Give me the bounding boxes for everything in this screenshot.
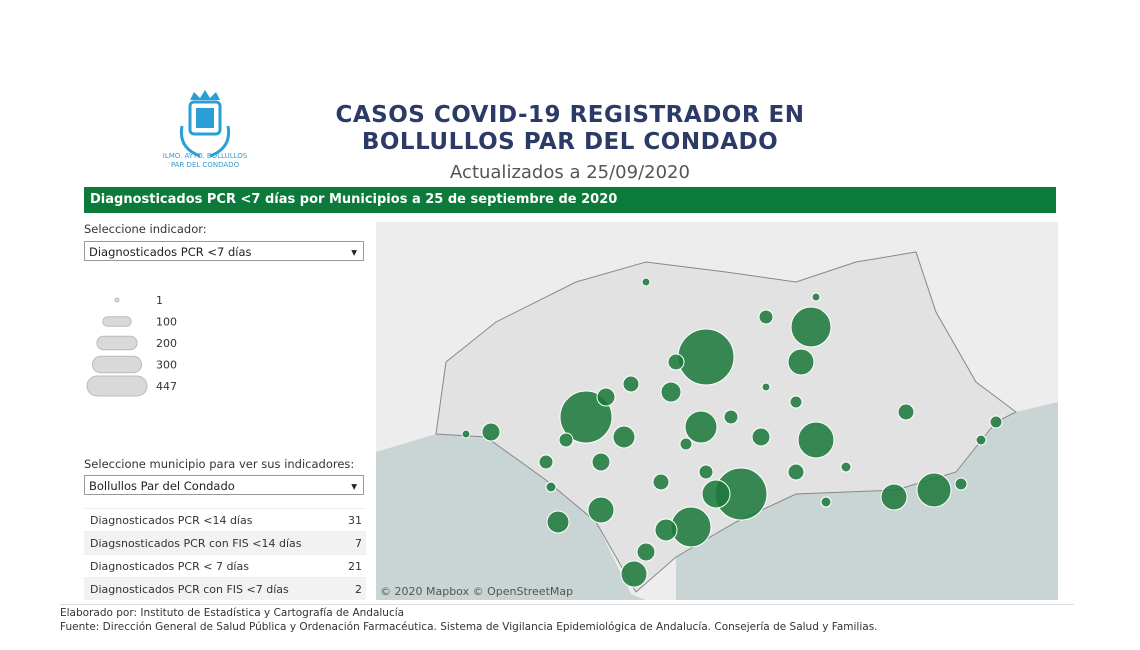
- title: BOLLULLOS PAR DEL CONDADO: [361, 129, 779, 155]
- map[interactable]: © 2020 Mapbox © OpenStreetMap: [376, 222, 1058, 600]
- logo-caption: PAR DEL CONDADO: [171, 161, 240, 169]
- indicator-value: 21: [348, 560, 362, 573]
- indicator-value: 31: [348, 514, 362, 527]
- municipality-dropdown[interactable]: Bollullos Par del Condado: [84, 475, 364, 496]
- map-attribution: © 2020 Mapbox © OpenStreetMap: [380, 585, 573, 598]
- legend-size: [114, 297, 120, 303]
- indicator-row: Diagsnosticados PCR con FIS <14 días 7: [84, 531, 366, 554]
- logo: ILMO. AYTO. BOLLULLOS PAR DEL CONDADO: [163, 90, 248, 169]
- footer-line: Elaborado por: Instituto de Estadística …: [60, 607, 405, 619]
- legend-size: [102, 316, 132, 327]
- indicator-row: Diagnosticados PCR <14 días 31: [84, 508, 366, 531]
- indicator-dropdown[interactable]: Diagnosticados PCR <7 días: [84, 241, 364, 262]
- indicator-name: Diagnosticados PCR < 7 días: [90, 560, 249, 573]
- legend-size: [96, 335, 138, 351]
- size-legend: 1 100 200 300 447: [86, 294, 177, 397]
- indicator-value: 2: [355, 583, 362, 596]
- legend-label: 300: [156, 359, 177, 372]
- legend-label: 200: [156, 337, 177, 350]
- legend-label: 100: [156, 316, 177, 329]
- footer-line: Fuente: Dirección General de Salud Públi…: [60, 621, 878, 633]
- indicator-row: Diagnosticados PCR con FIS <7 días 2: [84, 577, 366, 600]
- indicator-value: 7: [355, 537, 362, 550]
- legend-size: [91, 355, 143, 374]
- title: CASOS COVID-19 REGISTRADOR EN: [335, 102, 805, 128]
- selector-label: Seleccione municipio para ver sus indica…: [84, 457, 355, 471]
- selector-label: Seleccione indicador:: [84, 222, 207, 236]
- indicator-name: Diagnosticados PCR <14 días: [90, 514, 253, 527]
- subtitle: Actualizados a 25/09/2020: [450, 162, 690, 183]
- indicator-row: Diagnosticados PCR < 7 días 21: [84, 554, 366, 577]
- banner: Diagnosticados PCR <7 días por Municipio…: [84, 187, 1056, 213]
- legend-label: 447: [156, 380, 177, 393]
- logo-caption: ILMO. AYTO. BOLLULLOS: [163, 152, 248, 160]
- indicator-name: Diagsnosticados PCR con FIS <14 días: [90, 537, 302, 550]
- divider: [60, 604, 1074, 605]
- indicator-name: Diagnosticados PCR con FIS <7 días: [90, 583, 289, 596]
- legend-label: 1: [156, 294, 163, 307]
- legend-size: [86, 375, 148, 397]
